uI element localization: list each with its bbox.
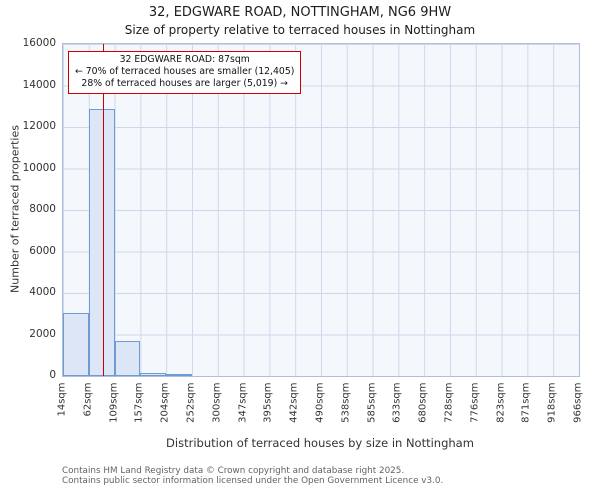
x-axis-tick-label: 728sqm [443,382,455,423]
x-axis-label: Distribution of terraced houses by size … [166,436,474,450]
x-axis-tick-label: 823sqm [495,382,507,423]
x-axis-tick-label: 490sqm [314,382,326,423]
x-axis-tick-label: 204sqm [159,382,171,423]
x-axis-tick-label: 442sqm [288,382,300,423]
annotation-line-1: 32 EDGWARE ROAD: 87sqm [119,54,250,65]
y-axis-tick-labels: 0 2000 4000 6000 8000 10000 12000 14000 16000 [0,37,56,381]
y-axis-tick-label: 4000 [29,286,56,298]
y-axis-tick-label: 8000 [29,203,56,215]
x-axis-tick-label: 633sqm [391,382,403,423]
attribution-line-2: Contains public sector information licen… [62,476,444,486]
x-axis-tick-label: 300sqm [211,382,223,423]
y-axis-tick-label: 14000 [22,78,56,91]
property-size-marker-line [102,44,104,376]
x-axis-tick-label: 966sqm [572,382,584,423]
x-axis-tick-label: 252sqm [185,382,197,423]
histogram-bar [88,109,115,376]
x-axis-tick-label: 918sqm [546,382,558,423]
chart-title: 32, EDGWARE ROAD, NOTTINGHAM, NG6 9HW [148,5,452,20]
x-axis-tick-label: 680sqm [417,382,429,423]
x-axis-tick-label: 871sqm [520,382,532,423]
x-axis-tick-label: 62sqm [82,382,94,417]
y-axis-tick-label: 10000 [22,161,56,174]
y-axis-tick-label: 0 [49,369,56,381]
x-axis-tick-label: 776sqm [469,382,481,423]
histogram-bar [114,340,141,376]
x-axis-tick-label: 157sqm [133,382,145,423]
histogram-bar [166,374,192,376]
y-axis-tick-label: 16000 [22,37,56,49]
histogram-bar [140,372,167,376]
x-axis-tick-label: 585sqm [366,382,378,423]
histogram-bar [63,312,89,376]
y-axis-tick-label: 6000 [29,244,56,257]
y-axis-tick-label: 2000 [29,327,56,340]
x-axis-tick-label: 347sqm [237,382,249,423]
plot-area: 32 EDGWARE ROAD: 87sqm ← 70% of terraced… [62,43,580,377]
x-axis-tick-label: 14sqm [56,382,68,417]
annotation-line-2: ← 70% of terraced houses are smaller (12… [75,66,295,78]
chart-subtitle: Size of property relative to terraced ho… [124,23,476,37]
x-axis-tick-labels: 14sqm 62sqm 109sqm 157sqm 204sqm 252sqm 300sqm… [57,377,584,433]
annotation-line-3: 28% of terraced houses are larger (5,019… [81,78,288,90]
x-axis-tick-label: 395sqm [262,382,274,423]
annotation-box: 32 EDGWARE ROAD: 87sqm ← 70% of terraced… [68,51,302,95]
x-axis-tick-label: 538sqm [340,382,352,423]
y-axis-tick-label: 12000 [22,120,56,132]
x-axis-tick-label: 109sqm [108,382,120,423]
attribution-line-1: Contains HM Land Registry data © Crown c… [62,466,405,476]
